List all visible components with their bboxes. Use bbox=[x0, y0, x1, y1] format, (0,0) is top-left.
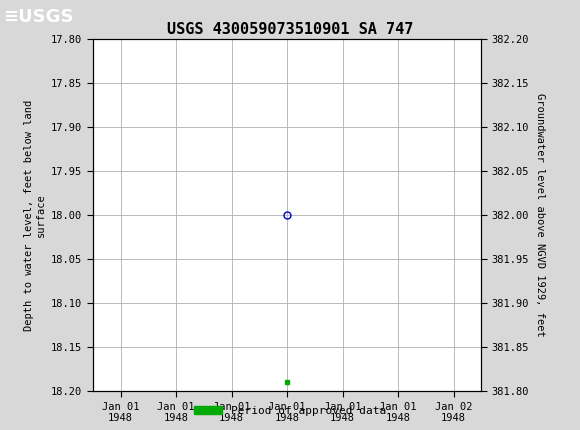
Text: USGS 430059073510901 SA 747: USGS 430059073510901 SA 747 bbox=[167, 22, 413, 37]
Y-axis label: Depth to water level, feet below land
surface: Depth to water level, feet below land su… bbox=[24, 99, 46, 331]
Y-axis label: Groundwater level above NGVD 1929, feet: Groundwater level above NGVD 1929, feet bbox=[535, 93, 545, 337]
Legend: Period of approved data: Period of approved data bbox=[190, 401, 390, 420]
Text: ≡USGS: ≡USGS bbox=[3, 8, 74, 26]
